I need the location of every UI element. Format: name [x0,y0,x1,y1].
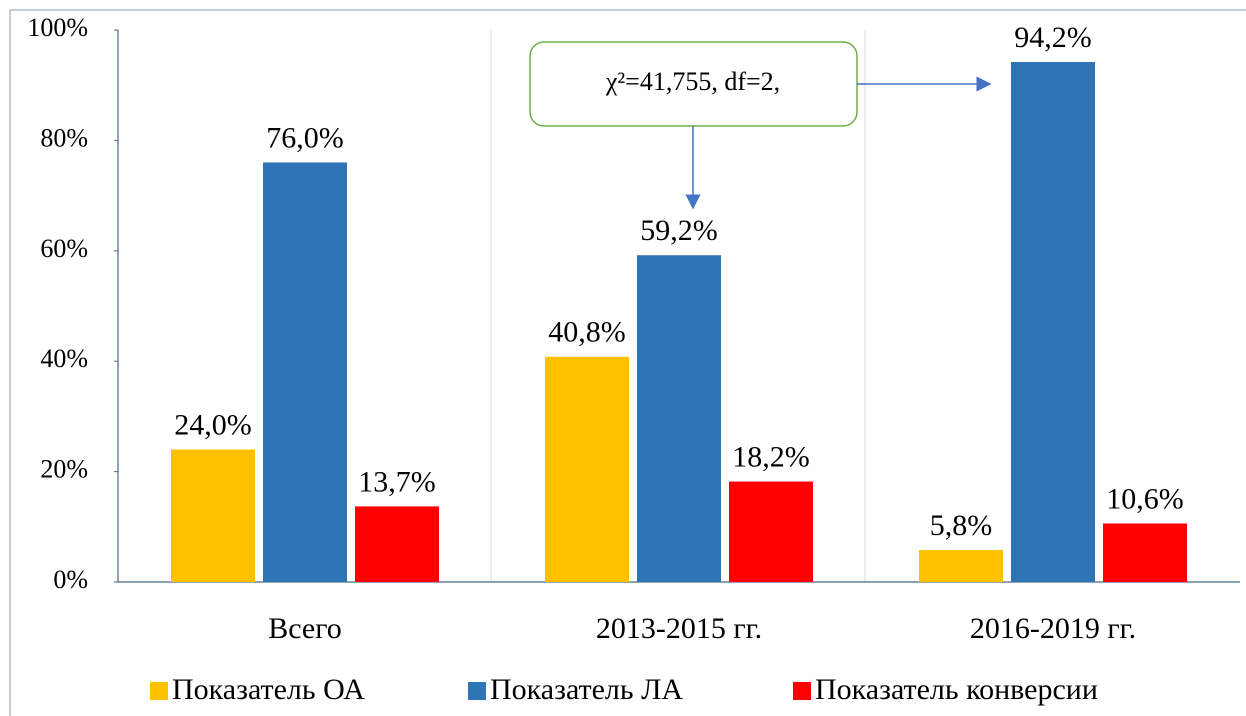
legend-label: Показатель конверсии [815,673,1098,706]
y-tick-label: 60% [40,234,88,263]
bar [171,449,255,582]
bar [637,255,721,582]
data-label: 24,0% [174,408,252,441]
y-tick-label: 20% [40,455,88,484]
bar [1011,62,1095,583]
legend-label: Показатель ОА [172,673,365,706]
bar [1103,523,1187,582]
frame [9,9,1246,716]
x-tick-label: 2016-2019 гг. [970,612,1136,645]
data-label: 40,8% [548,316,626,349]
y-tick-label: 40% [40,344,88,373]
y-tick-label: 80% [40,123,88,152]
data-label: 18,2% [732,440,810,473]
annotation: χ²=41,755, df=2, [605,67,780,96]
x-tick-label: Всего [268,612,342,645]
legend-label: Показатель ЛА [490,673,683,706]
data-label: 59,2% [640,214,718,247]
data-label: 13,7% [358,465,436,498]
bar [919,549,1003,582]
x-tick-label: 2013-2015 гг. [596,612,762,645]
legend-swatch [793,682,811,700]
bar [355,506,439,582]
data-label: 10,6% [1106,482,1184,515]
y-tick-label: 0% [53,565,88,594]
legend-swatch [150,682,168,700]
bar [729,481,813,582]
bar [263,162,347,583]
data-label: 5,8% [930,509,993,542]
legend-swatch [468,682,486,700]
data-label: 76,0% [266,121,344,154]
data-label: 94,2% [1014,21,1092,54]
bar [545,356,629,582]
y-tick-label: 100% [27,13,88,42]
